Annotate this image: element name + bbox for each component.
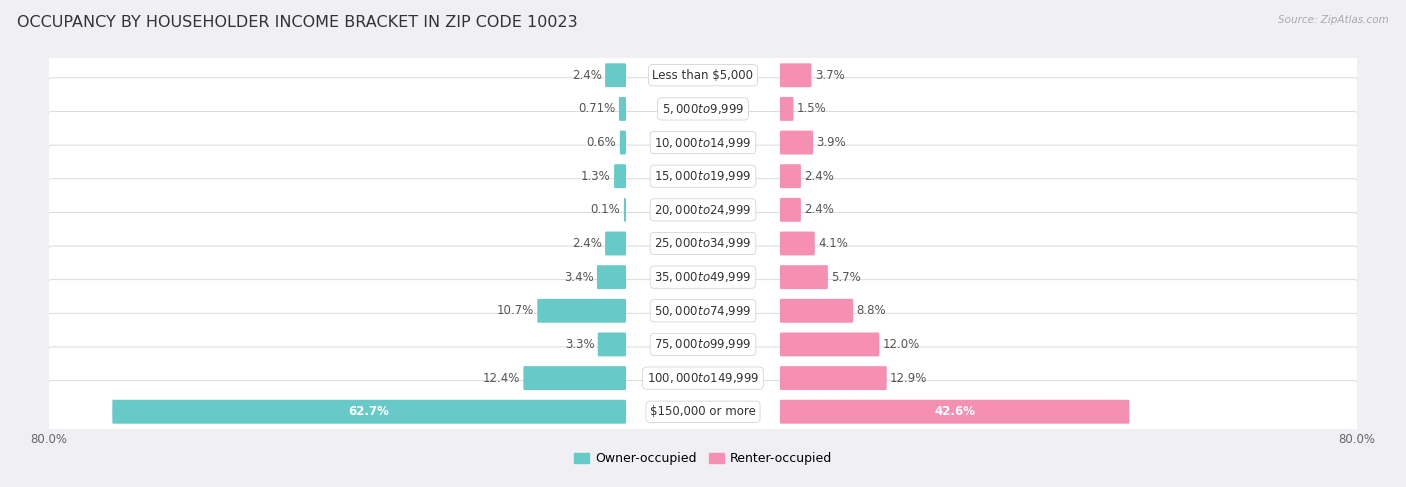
FancyBboxPatch shape <box>112 400 626 424</box>
FancyBboxPatch shape <box>537 299 626 323</box>
FancyBboxPatch shape <box>780 63 811 87</box>
Text: 1.3%: 1.3% <box>581 169 610 183</box>
Text: 0.71%: 0.71% <box>578 102 616 115</box>
Text: 42.6%: 42.6% <box>934 405 976 418</box>
FancyBboxPatch shape <box>605 231 626 256</box>
FancyBboxPatch shape <box>780 97 793 121</box>
FancyBboxPatch shape <box>46 112 1360 174</box>
Text: 10.7%: 10.7% <box>496 304 534 318</box>
Text: 12.4%: 12.4% <box>482 372 520 385</box>
Text: 3.7%: 3.7% <box>815 69 845 82</box>
FancyBboxPatch shape <box>46 212 1360 275</box>
Text: $20,000 to $24,999: $20,000 to $24,999 <box>654 203 752 217</box>
Text: 4.1%: 4.1% <box>818 237 848 250</box>
FancyBboxPatch shape <box>780 299 853 323</box>
FancyBboxPatch shape <box>605 63 626 87</box>
Text: $35,000 to $49,999: $35,000 to $49,999 <box>654 270 752 284</box>
Text: 0.1%: 0.1% <box>591 204 620 216</box>
Text: $25,000 to $34,999: $25,000 to $34,999 <box>654 237 752 250</box>
FancyBboxPatch shape <box>780 131 813 154</box>
FancyBboxPatch shape <box>624 198 626 222</box>
FancyBboxPatch shape <box>46 145 1360 207</box>
Text: $75,000 to $99,999: $75,000 to $99,999 <box>654 337 752 352</box>
FancyBboxPatch shape <box>619 97 626 121</box>
FancyBboxPatch shape <box>598 265 626 289</box>
FancyBboxPatch shape <box>46 179 1360 241</box>
Text: 62.7%: 62.7% <box>349 405 389 418</box>
Text: $100,000 to $149,999: $100,000 to $149,999 <box>647 371 759 385</box>
FancyBboxPatch shape <box>780 333 879 356</box>
FancyBboxPatch shape <box>46 313 1360 375</box>
Text: 3.3%: 3.3% <box>565 338 595 351</box>
Text: $15,000 to $19,999: $15,000 to $19,999 <box>654 169 752 183</box>
Text: 2.4%: 2.4% <box>572 237 602 250</box>
Text: $5,000 to $9,999: $5,000 to $9,999 <box>662 102 744 116</box>
FancyBboxPatch shape <box>46 246 1360 308</box>
Text: 2.4%: 2.4% <box>804 169 834 183</box>
Text: 2.4%: 2.4% <box>804 204 834 216</box>
FancyBboxPatch shape <box>780 265 828 289</box>
FancyBboxPatch shape <box>780 400 1129 424</box>
Text: 3.9%: 3.9% <box>817 136 846 149</box>
Text: 0.6%: 0.6% <box>586 136 616 149</box>
Text: 1.5%: 1.5% <box>797 102 827 115</box>
Legend: Owner-occupied, Renter-occupied: Owner-occupied, Renter-occupied <box>568 448 838 470</box>
Text: 5.7%: 5.7% <box>831 271 860 283</box>
Text: Source: ZipAtlas.com: Source: ZipAtlas.com <box>1278 15 1389 25</box>
FancyBboxPatch shape <box>46 280 1360 342</box>
Text: 3.4%: 3.4% <box>564 271 593 283</box>
FancyBboxPatch shape <box>780 164 801 188</box>
Text: 12.0%: 12.0% <box>883 338 920 351</box>
Text: 12.9%: 12.9% <box>890 372 928 385</box>
FancyBboxPatch shape <box>780 198 801 222</box>
Text: 8.8%: 8.8% <box>856 304 886 318</box>
Text: 2.4%: 2.4% <box>572 69 602 82</box>
FancyBboxPatch shape <box>780 366 887 390</box>
FancyBboxPatch shape <box>46 78 1360 140</box>
FancyBboxPatch shape <box>46 44 1360 106</box>
FancyBboxPatch shape <box>598 333 626 356</box>
Text: Less than $5,000: Less than $5,000 <box>652 69 754 82</box>
FancyBboxPatch shape <box>780 231 815 256</box>
FancyBboxPatch shape <box>46 381 1360 443</box>
FancyBboxPatch shape <box>523 366 626 390</box>
FancyBboxPatch shape <box>620 131 626 154</box>
Text: $50,000 to $74,999: $50,000 to $74,999 <box>654 304 752 318</box>
FancyBboxPatch shape <box>614 164 626 188</box>
Text: OCCUPANCY BY HOUSEHOLDER INCOME BRACKET IN ZIP CODE 10023: OCCUPANCY BY HOUSEHOLDER INCOME BRACKET … <box>17 15 578 30</box>
FancyBboxPatch shape <box>46 347 1360 409</box>
Text: $10,000 to $14,999: $10,000 to $14,999 <box>654 135 752 150</box>
Text: $150,000 or more: $150,000 or more <box>650 405 756 418</box>
